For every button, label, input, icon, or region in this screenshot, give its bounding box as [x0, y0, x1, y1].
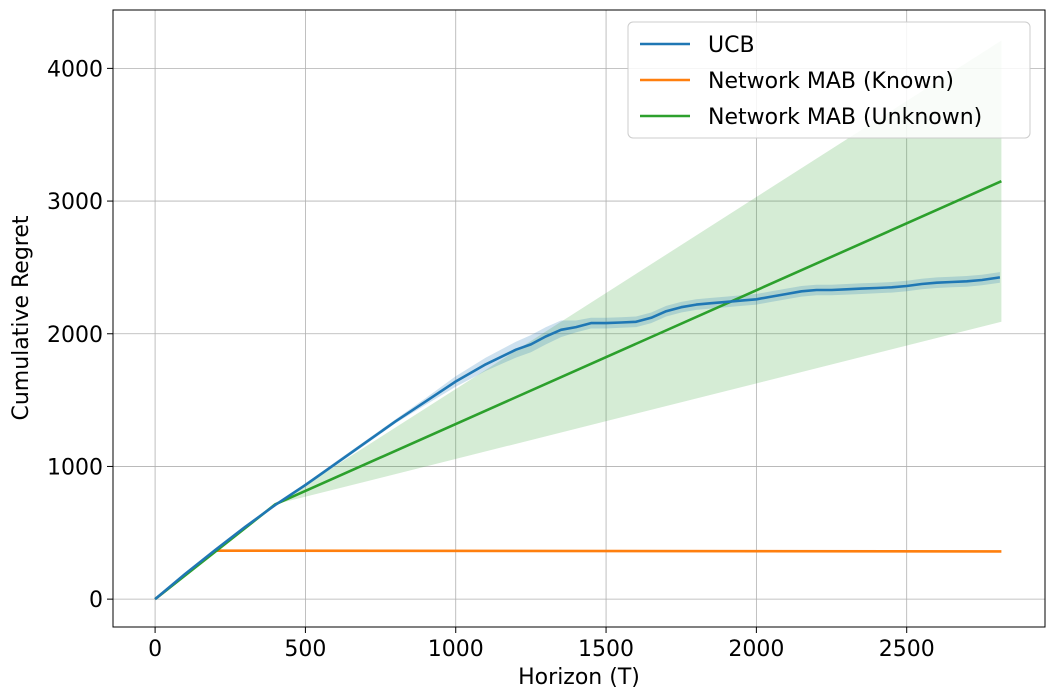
legend-label: Network MAB (Known)	[708, 69, 954, 94]
x-tick-label: 2500	[879, 637, 935, 662]
y-axis-title: Cumulative Regret	[9, 215, 34, 420]
axis-ticks: 0 500 1000 1500 2000 2500 0 1000 2000 3000 4000	[47, 57, 935, 662]
legend-box	[627, 21, 1031, 139]
confidence-band	[155, 40, 1002, 600]
y-tick-label: 2000	[47, 323, 103, 348]
y-tick-label: 1000	[47, 455, 103, 480]
y-tick-label: 0	[89, 588, 103, 613]
x-tick-label: 2000	[728, 637, 784, 662]
legend-label: Network MAB (Unknown)	[708, 105, 982, 130]
x-tick-label: 1500	[578, 637, 634, 662]
x-axis-title: Horizon (T)	[518, 665, 640, 690]
x-tick-label: 500	[284, 637, 326, 662]
plot-frame	[112, 9, 1046, 628]
y-tick-label: 4000	[47, 57, 103, 82]
confidence-bands	[155, 40, 1002, 600]
legend: UCB Network MAB (Known) Network MAB (Unkno…	[627, 21, 1031, 139]
x-tick-label: 1000	[428, 637, 484, 662]
series-line	[154, 276, 1001, 601]
legend-label: UCB	[708, 33, 755, 58]
x-tick-label: 0	[148, 637, 162, 662]
y-tick-label: 3000	[47, 190, 103, 215]
series-lines	[154, 180, 1002, 601]
